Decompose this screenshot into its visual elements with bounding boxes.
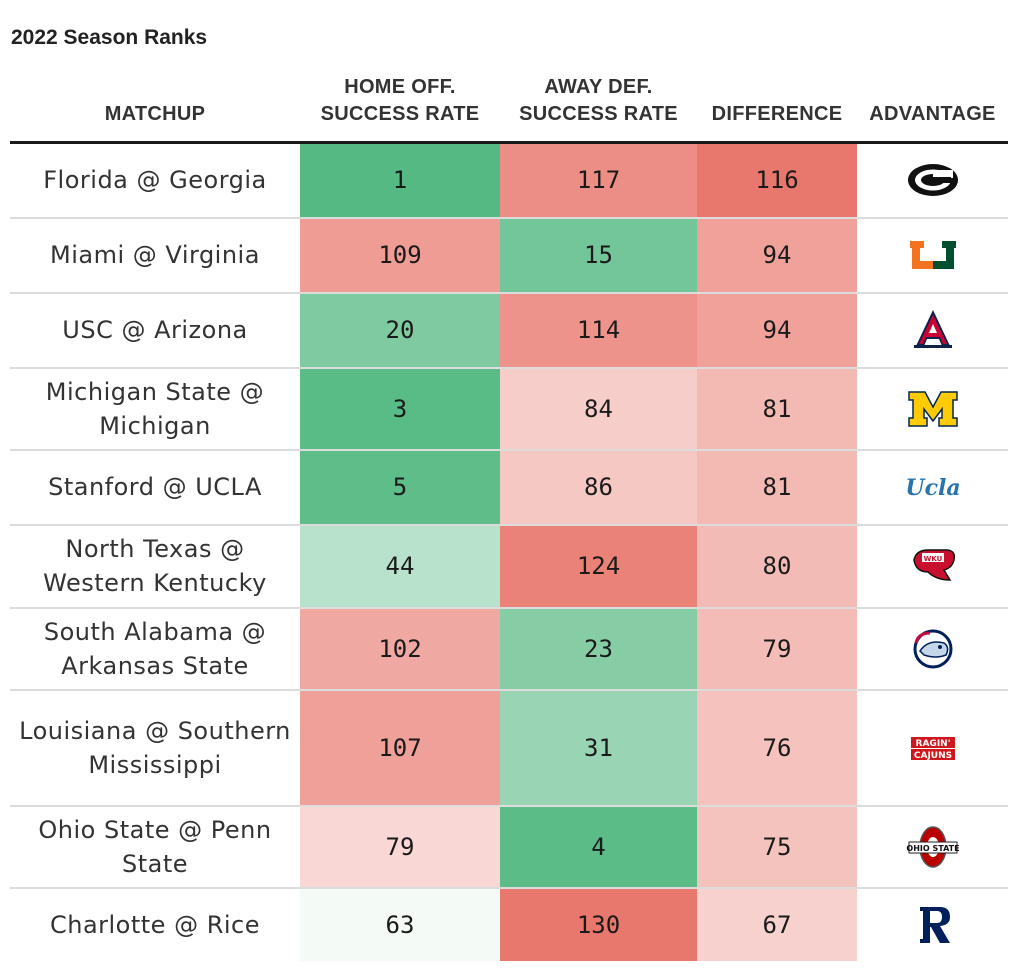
header-away-def: AWAY DEF. SUCCESS RATE xyxy=(500,66,697,144)
away-def-cell: 4 xyxy=(500,804,697,888)
matchup-cell: Florida @ Georgia xyxy=(43,166,267,195)
table-row: Michigan State @ Michigan 3 84 81 xyxy=(10,366,1008,450)
away-def-cell: 117 xyxy=(500,142,697,218)
chart-subtitle: 2022 Season Ranks xyxy=(11,26,208,49)
home-off-cell: 1 xyxy=(300,142,500,218)
header-advantage: ADVANTAGE xyxy=(857,66,1008,144)
matchup-cell: North Texas @ Western Kentucky xyxy=(10,523,300,608)
advantage-cell: RAGIN' CAJUNS xyxy=(857,688,1008,806)
difference-cell: 75 xyxy=(697,804,857,888)
header-matchup: MATCHUP xyxy=(10,66,300,144)
ohio-state-logo-icon: OHIO STATE xyxy=(906,823,960,871)
advantage-cell xyxy=(857,216,1008,293)
home-off-cell: 109 xyxy=(300,216,500,293)
difference-cell: 67 xyxy=(697,886,857,961)
header-home-off: HOME OFF. SUCCESS RATE xyxy=(300,66,500,144)
western-kentucky-logo-icon: WKU xyxy=(906,542,960,590)
svg-text:CAJUNS: CAJUNS xyxy=(913,751,951,761)
table-row: Louisiana @ Southern Mississippi 107 31 … xyxy=(10,688,1008,806)
away-def-cell: 15 xyxy=(500,216,697,293)
advantage-cell xyxy=(857,291,1008,368)
matchup-cell: Charlotte @ Rice xyxy=(10,886,300,961)
advantage-cell: WKU xyxy=(857,523,1008,608)
header-difference: DIFFERENCE xyxy=(697,66,857,144)
away-def-cell: 23 xyxy=(500,606,697,690)
ucla-logo-icon: Ucla xyxy=(906,463,960,511)
miami-logo-icon xyxy=(906,231,960,279)
table-row: Florida @ Georgia 1 117 116 xyxy=(10,142,1008,218)
table-row: North Texas @ Western Kentucky 44 124 80… xyxy=(10,523,1008,608)
table-row: Stanford @ UCLA 5 86 81 Ucla xyxy=(10,448,1008,525)
away-def-cell: 124 xyxy=(500,523,697,608)
svg-text:RAGIN': RAGIN' xyxy=(915,739,950,749)
advantage-cell xyxy=(857,886,1008,961)
advantage-cell: Ucla xyxy=(857,448,1008,525)
difference-cell: 79 xyxy=(697,606,857,690)
home-off-cell: 44 xyxy=(300,523,500,608)
matchup-cell: Miami @ Virginia xyxy=(10,216,300,293)
rice-logo-icon xyxy=(906,901,960,949)
difference-cell: 76 xyxy=(697,688,857,806)
difference-cell: 81 xyxy=(697,448,857,525)
home-off-cell: 5 xyxy=(300,448,500,525)
matchup-cell: Michigan State @ Michigan xyxy=(10,366,300,450)
away-def-cell: 84 xyxy=(500,366,697,450)
away-def-cell: 114 xyxy=(500,291,697,368)
matchup-cell: USC @ Arizona xyxy=(10,291,300,368)
ranks-table: MATCHUP HOME OFF. SUCCESS RATE AWAY DEF. S… xyxy=(10,66,1008,961)
georgia-logo-icon xyxy=(906,156,960,204)
table-row: South Alabama @ Arkansas State 102 23 79 xyxy=(10,606,1008,690)
svg-text:Ucla: Ucla xyxy=(906,475,960,501)
matchup-cell: Stanford @ UCLA xyxy=(10,448,300,525)
table-row: Ohio State @ Penn State 79 4 75 OHIO STA… xyxy=(10,804,1008,888)
arizona-logo-icon xyxy=(906,306,960,354)
advantage-cell: OHIO STATE xyxy=(857,804,1008,888)
difference-cell: 116 xyxy=(697,142,857,218)
away-def-cell: 130 xyxy=(500,886,697,961)
michigan-logo-icon xyxy=(906,385,960,433)
matchup-cell: Ohio State @ Penn State xyxy=(10,804,300,888)
home-off-cell: 20 xyxy=(300,291,500,368)
home-off-cell: 79 xyxy=(300,804,500,888)
home-off-cell: 102 xyxy=(300,606,500,690)
table-row: Charlotte @ Rice 63 130 67 xyxy=(10,886,1008,961)
difference-cell: 94 xyxy=(697,291,857,368)
advantage-cell xyxy=(857,142,1008,218)
advantage-cell xyxy=(857,366,1008,450)
away-def-cell: 86 xyxy=(500,448,697,525)
home-off-cell: 3 xyxy=(300,366,500,450)
home-off-cell: 107 xyxy=(300,688,500,806)
svg-text:OHIO STATE: OHIO STATE xyxy=(906,844,959,853)
matchup-cell: Louisiana @ Southern Mississippi xyxy=(10,688,300,806)
home-off-cell: 63 xyxy=(300,886,500,961)
table-row: USC @ Arizona 20 114 94 xyxy=(10,291,1008,368)
difference-cell: 81 xyxy=(697,366,857,450)
header-row: MATCHUP HOME OFF. SUCCESS RATE AWAY DEF. S… xyxy=(10,66,1008,144)
table-row: Miami @ Virginia 109 15 94 xyxy=(10,216,1008,293)
south-alabama-logo-icon xyxy=(906,625,960,673)
difference-cell: 94 xyxy=(697,216,857,293)
svg-text:WKU: WKU xyxy=(923,555,942,563)
matchup-cell: South Alabama @ Arkansas State xyxy=(10,606,300,690)
difference-cell: 80 xyxy=(697,523,857,608)
louisiana-logo-icon: RAGIN' CAJUNS xyxy=(906,724,960,772)
away-def-cell: 31 xyxy=(500,688,697,806)
advantage-cell xyxy=(857,606,1008,690)
